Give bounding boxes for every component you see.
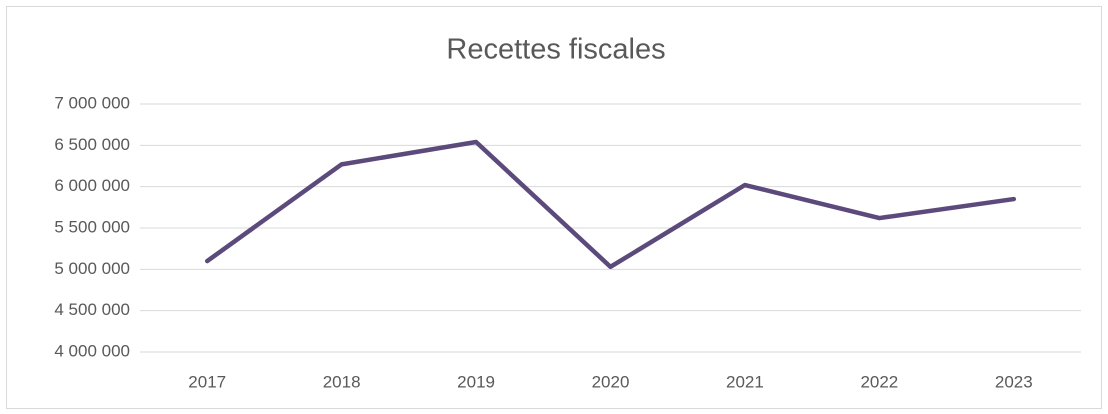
x-tick-label: 2019 [457,372,495,391]
x-tick-label: 2022 [860,372,898,391]
y-tick-label: 6 000 000 [54,176,130,195]
x-tick-label: 2023 [995,372,1033,391]
x-tick-label: 2017 [188,372,226,391]
data-line [204,139,1017,270]
y-tick-label: 5 000 000 [54,259,130,278]
y-tick-label: 7 000 000 [54,93,130,112]
y-tick-label: 4 000 000 [54,341,130,360]
y-tick-label: 5 500 000 [54,217,130,236]
chart-title: Recettes fiscales [446,34,665,66]
x-tick-label: 2020 [592,372,630,391]
y-tick-label: 4 500 000 [54,300,130,319]
x-tick-label: 2018 [323,372,361,391]
x-tick-label: 2021 [726,372,764,391]
y-tick-label: 6 500 000 [54,135,130,154]
chart-border [6,6,1102,409]
